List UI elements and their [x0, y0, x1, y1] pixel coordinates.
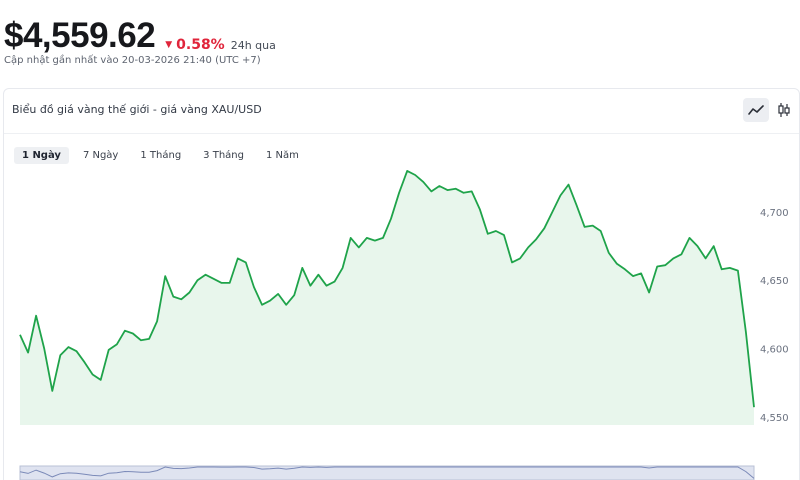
range-tab-3-months[interactable]: 3 Tháng: [203, 150, 244, 161]
last-updated: Cập nhật gần nhất vào 20-03-2026 21:40 (…: [4, 55, 261, 66]
range-tab-1-month[interactable]: 1 Tháng: [140, 150, 182, 161]
price-area-fill: [20, 170, 754, 425]
candlestick-icon: [778, 103, 790, 117]
price-change-percent: 0.58%: [176, 37, 225, 53]
price-change: ▼ 0.58% 24h qua: [165, 37, 276, 53]
y-tick-label: 4,700: [760, 208, 789, 219]
y-tick-label: 4,600: [760, 345, 789, 356]
chart-title: Biểu đồ giá vàng thế giới - giá vàng XAU…: [12, 103, 262, 116]
price-line: [19, 169, 755, 408]
range-tab-7-days[interactable]: 7 Ngày: [82, 150, 119, 161]
candlestick-view-button[interactable]: [771, 98, 797, 122]
navigator-series: [19, 466, 755, 479]
y-tick-label: 4,550: [760, 413, 789, 424]
y-tick-label: 4,650: [760, 276, 789, 287]
current-price: $4,559.62: [4, 16, 156, 55]
line-chart-view-button[interactable]: [743, 98, 769, 122]
change-period: 24h qua: [230, 38, 276, 52]
price-summary: $4,559.62 ▼ 0.58% 24h qua: [4, 16, 276, 56]
range-tab-1-day[interactable]: 1 Ngày: [14, 147, 69, 164]
navigator-window: [19, 465, 755, 480]
time-range-tabs: 1 Ngày 7 Ngày 1 Tháng 3 Tháng 1 Năm: [14, 147, 307, 164]
line-chart-icon: [748, 105, 764, 115]
card-header-divider: [4, 133, 799, 134]
range-tab-1-year[interactable]: 1 Năm: [265, 150, 299, 161]
caret-down-icon: ▼: [165, 40, 173, 50]
